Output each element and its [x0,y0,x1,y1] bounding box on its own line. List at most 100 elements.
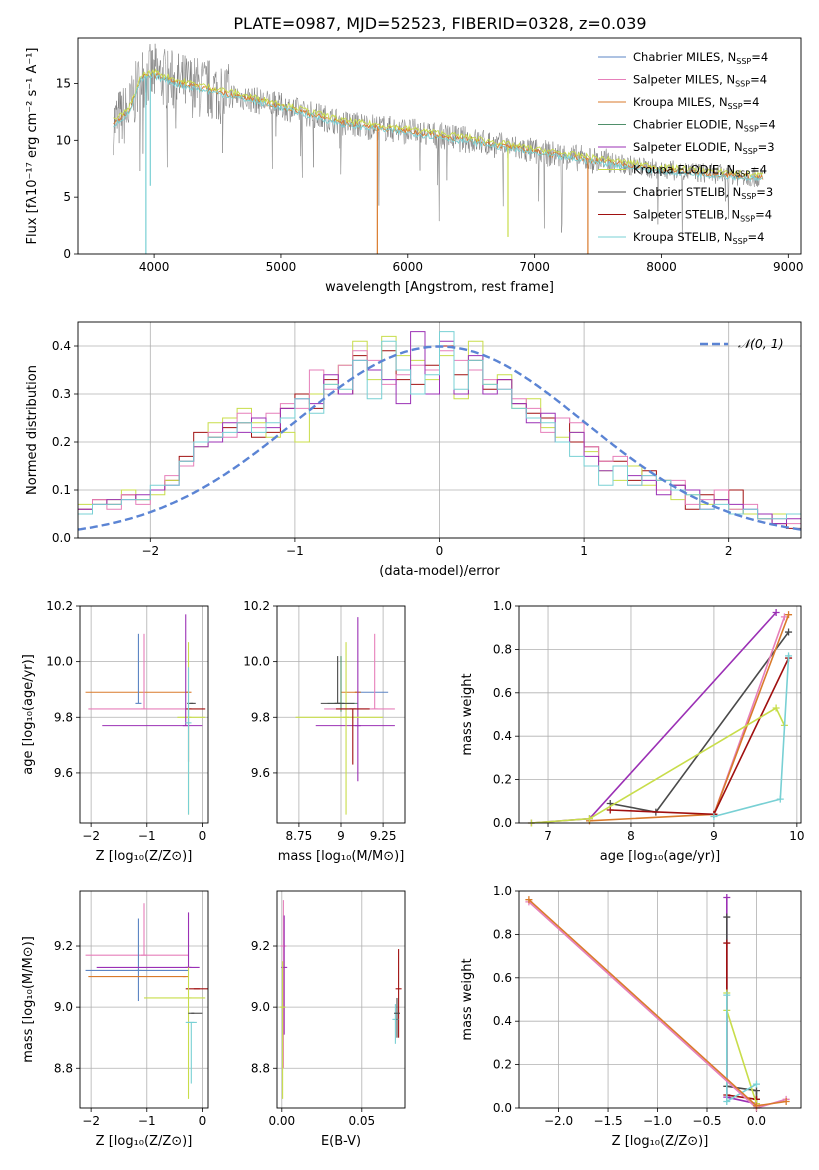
y-tick-label: 0.6 [493,971,512,985]
axes-age-vs-z: −2 −1 0 9.6 9.8 10.0 10.2 Z [log₁₀(Z/Z⊙)] age [l… [21,599,209,864]
legend-label-suffix: =4 [755,208,772,222]
x-tick-label: 0 [436,544,444,558]
x-axis-label: (data-model)/error [379,564,500,579]
y-axis-label: Flux [fλ10⁻¹⁷ erg cm⁻² s⁻¹ A⁻¹] [25,48,40,245]
weight-line-kroupa_elodie [531,706,786,824]
y-tick-label: 1.0 [493,884,512,898]
weight-marker-salpeter_elodie [723,894,731,902]
legend-label-text: Chabrier MILES, N [633,50,736,64]
x-tick-label: 4000 [139,260,170,274]
plot-area-mass-weight-vs-age [527,609,793,827]
y-tick-label: 10.2 [243,599,270,613]
y-tick-label: 0.3 [52,387,71,401]
weight-marker-chabrier_stelib [752,1087,760,1095]
axes-frame [518,605,802,824]
legend-label-sub: SSP [735,170,750,179]
weight-marker-salpeter_elodie [772,609,780,617]
legend-label: Salpeter MILES, NSSP=4 [633,73,767,89]
x-tick-label: −2 [141,544,159,558]
x-axis-label: Z [log₁₀(Z/Z⊙)] [96,1134,193,1149]
legend-label: Chabrier MILES, NSSP=4 [633,50,768,66]
x-tick-label: −2.0 [544,1114,573,1128]
axes-frame [77,37,802,255]
axes-mass-weight-vs-age: 7 8 9 10 0.0 0.2 0.4 0.6 0.8 1.0 age [log₁₀(age/yr… [460,599,804,864]
weight-marker-salpeter_stelib [606,806,614,814]
weight-marker-kroupa_miles [782,1097,790,1105]
legend-label-suffix: =3 [756,185,773,199]
y-tick-label: 9.8 [251,710,270,724]
weight-line-kroupa_elodie [726,993,758,1108]
weight-marker-salpeter_miles [780,613,788,621]
y-axis-label: mass [log₁₀(M/M⊙)] [21,936,36,1063]
axes-mass-vs-z: −2 −1 0 8.8 9.0 9.2 Z [log₁₀(Z/Z⊙)] mass [log₁₀… [21,890,209,1149]
x-tick-label: 9 [710,829,718,843]
y-tick-label: 0.0 [493,816,512,830]
axes-mass-weight-vs-z: −2.0 −1.5 −1.0 −0.5 0.0 0.0 0.2 0.4 0.6 0.8 1.0 Z [… [460,884,802,1149]
legend-label-suffix: =4 [743,95,760,109]
x-tick-label: 2 [725,544,733,558]
y-tick-label: 9.0 [251,1000,270,1014]
gaussian-curve [77,345,802,531]
axes-spectrum: 4000 5000 6000 7000 8000 9000 0 5 10 15 wavelength… [25,37,804,295]
axes-frame [79,605,209,824]
x-axis-label: E(B-V) [321,1134,361,1149]
legend-label-suffix: =4 [748,230,765,244]
legend-label: Kroupa MILES, NSSP=4 [633,95,759,111]
weight-marker-salpeter_stelib [723,939,731,947]
y-tick-label: 8.8 [54,1061,73,1075]
weight-marker-kroupa_stelib [710,812,718,820]
y-tick-label: 0.0 [52,531,71,545]
legend-label-text: Kroupa ELODIE, N [633,163,735,177]
legend-label-text: Salpeter STELIB, N [633,208,740,222]
legend-label: Salpeter STELIB, NSSP=4 [633,208,772,224]
x-tick-label: 1 [580,544,588,558]
histogram-step-kroupa_stelib [78,331,801,520]
y-tick-label: 10 [56,133,71,147]
weight-marker-kroupa_stelib [752,1080,760,1088]
weight-line-salpeter_elodie [726,897,757,1105]
axes-age-vs-mass: 8.75 9 9.25 9.6 9.8 10.0 10.2 mass [log₁₀(M/M⊙)… [243,599,406,864]
y-tick-label: 9.2 [54,939,73,953]
axes-frame [276,605,406,824]
legend-label-text: Salpeter ELODIE, N [633,140,743,154]
gaussian-legend-label: 𝒩(0, 1) [738,336,784,351]
model-spectrum-line-kroupa_miles [113,70,764,180]
plot-area-age-vs-z [85,614,206,815]
x-axis-label: Z [log₁₀(Z/Z⊙)] [612,1134,709,1149]
y-axis-label: age [log₁₀(age/yr)] [21,654,36,775]
y-tick-label: 0.8 [493,927,512,941]
x-tick-label: 10 [789,829,804,843]
weight-marker-kroupa_miles [525,896,533,904]
y-tick-label: 15 [56,76,71,90]
legend-label-text: Kroupa STELIB, N [633,230,733,244]
plot-area-mass-vs-ebv [279,900,402,1099]
y-tick-label: 0.6 [493,686,512,700]
plot-area-age-vs-mass [295,617,395,815]
y-tick-label: 0.4 [52,339,71,353]
legend-label-sub: SSP [740,215,755,224]
plot-area-residuals [77,331,802,531]
y-tick-label: 0.0 [493,1101,512,1115]
x-tick-label: 0.00 [268,1114,295,1128]
weight-marker-kroupa_stelib [785,652,793,660]
x-tick-label: 7000 [519,260,550,274]
y-tick-label: 0.2 [493,1058,512,1072]
legend-label-suffix: =4 [750,163,767,177]
x-tick-label: 8.75 [286,829,313,843]
x-tick-label: 9.25 [370,829,397,843]
x-tick-label: 6000 [393,260,424,274]
x-tick-label: 0.0 [747,1114,766,1128]
weight-line-chabrier_stelib [726,917,758,1100]
legend-label-suffix: =3 [758,140,775,154]
x-tick-label: −1 [138,1114,156,1128]
x-tick-label: 0.05 [348,1114,375,1128]
legend-label-text: Kroupa MILES, N [633,95,728,109]
x-tick-label: −1.0 [643,1114,672,1128]
legend-label-suffix: =4 [750,73,767,87]
y-tick-label: 10.0 [46,655,73,669]
legend-label: Chabrier STELIB, NSSP=3 [633,185,773,201]
y-tick-label: 0.4 [493,729,512,743]
legend-label-sub: SSP [744,125,759,134]
x-tick-label: 0 [199,829,207,843]
